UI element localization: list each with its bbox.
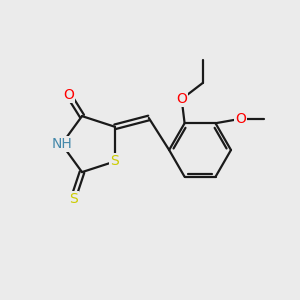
- Text: S: S: [111, 154, 119, 168]
- Text: NH: NH: [51, 137, 72, 151]
- Text: S: S: [69, 192, 78, 206]
- Text: O: O: [235, 112, 246, 126]
- Text: O: O: [63, 88, 74, 102]
- Text: O: O: [176, 92, 187, 106]
